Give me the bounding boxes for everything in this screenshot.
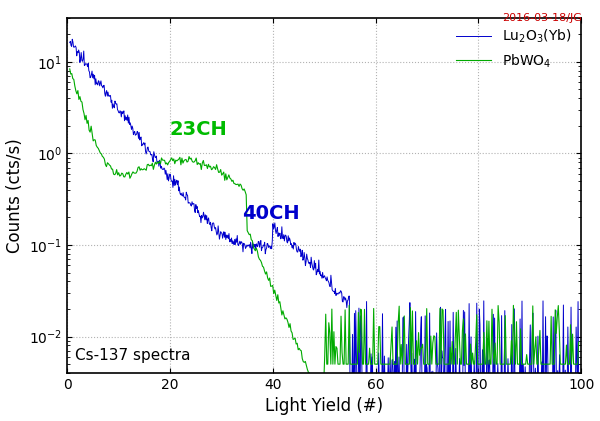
Line: Lu$_2$O$_3$(Yb): Lu$_2$O$_3$(Yb)	[70, 39, 578, 384]
Lu$_2$O$_3$(Yb)	[68, 37, 76, 42]
PbWO$_4$	[308, 376, 315, 381]
Lu$_2$O$_3$(Yb)	[363, 299, 370, 304]
Lu$_2$O$_3$(Yb)	[392, 382, 399, 387]
Line: PbWO$_4$: PbWO$_4$	[70, 69, 578, 384]
Legend: Lu$_2$O$_3$(Yb), PbWO$_4$: Lu$_2$O$_3$(Yb), PbWO$_4$	[451, 22, 577, 75]
Lu$_2$O$_3$(Yb)	[506, 382, 513, 387]
Y-axis label: Counts (cts/s): Counts (cts/s)	[5, 138, 23, 253]
Text: 40CH: 40CH	[242, 205, 299, 224]
PbWO$_4$	[66, 67, 73, 72]
PbWO$_4$	[370, 306, 377, 311]
PbWO$_4$	[484, 362, 491, 367]
Lu$_2$O$_3$(Yb)	[346, 382, 353, 387]
Text: Cs-137 spectra: Cs-137 spectra	[75, 348, 190, 363]
Lu$_2$O$_3$(Yb)	[575, 382, 582, 387]
Lu$_2$O$_3$(Yb)	[454, 382, 461, 387]
Text: 23CH: 23CH	[170, 120, 228, 139]
PbWO$_4$	[311, 379, 318, 384]
Lu$_2$O$_3$(Yb)	[376, 382, 383, 387]
PbWO$_4$	[564, 362, 571, 367]
PbWO$_4$	[575, 339, 582, 344]
Text: 2016-03-18/JG: 2016-03-18/JG	[502, 13, 582, 23]
X-axis label: Light Yield (#): Light Yield (#)	[265, 397, 383, 416]
Lu$_2$O$_3$(Yb)	[98, 83, 105, 88]
Lu$_2$O$_3$(Yb)	[66, 40, 73, 45]
PbWO$_4$	[343, 362, 350, 367]
PbWO$_4$	[312, 382, 319, 387]
